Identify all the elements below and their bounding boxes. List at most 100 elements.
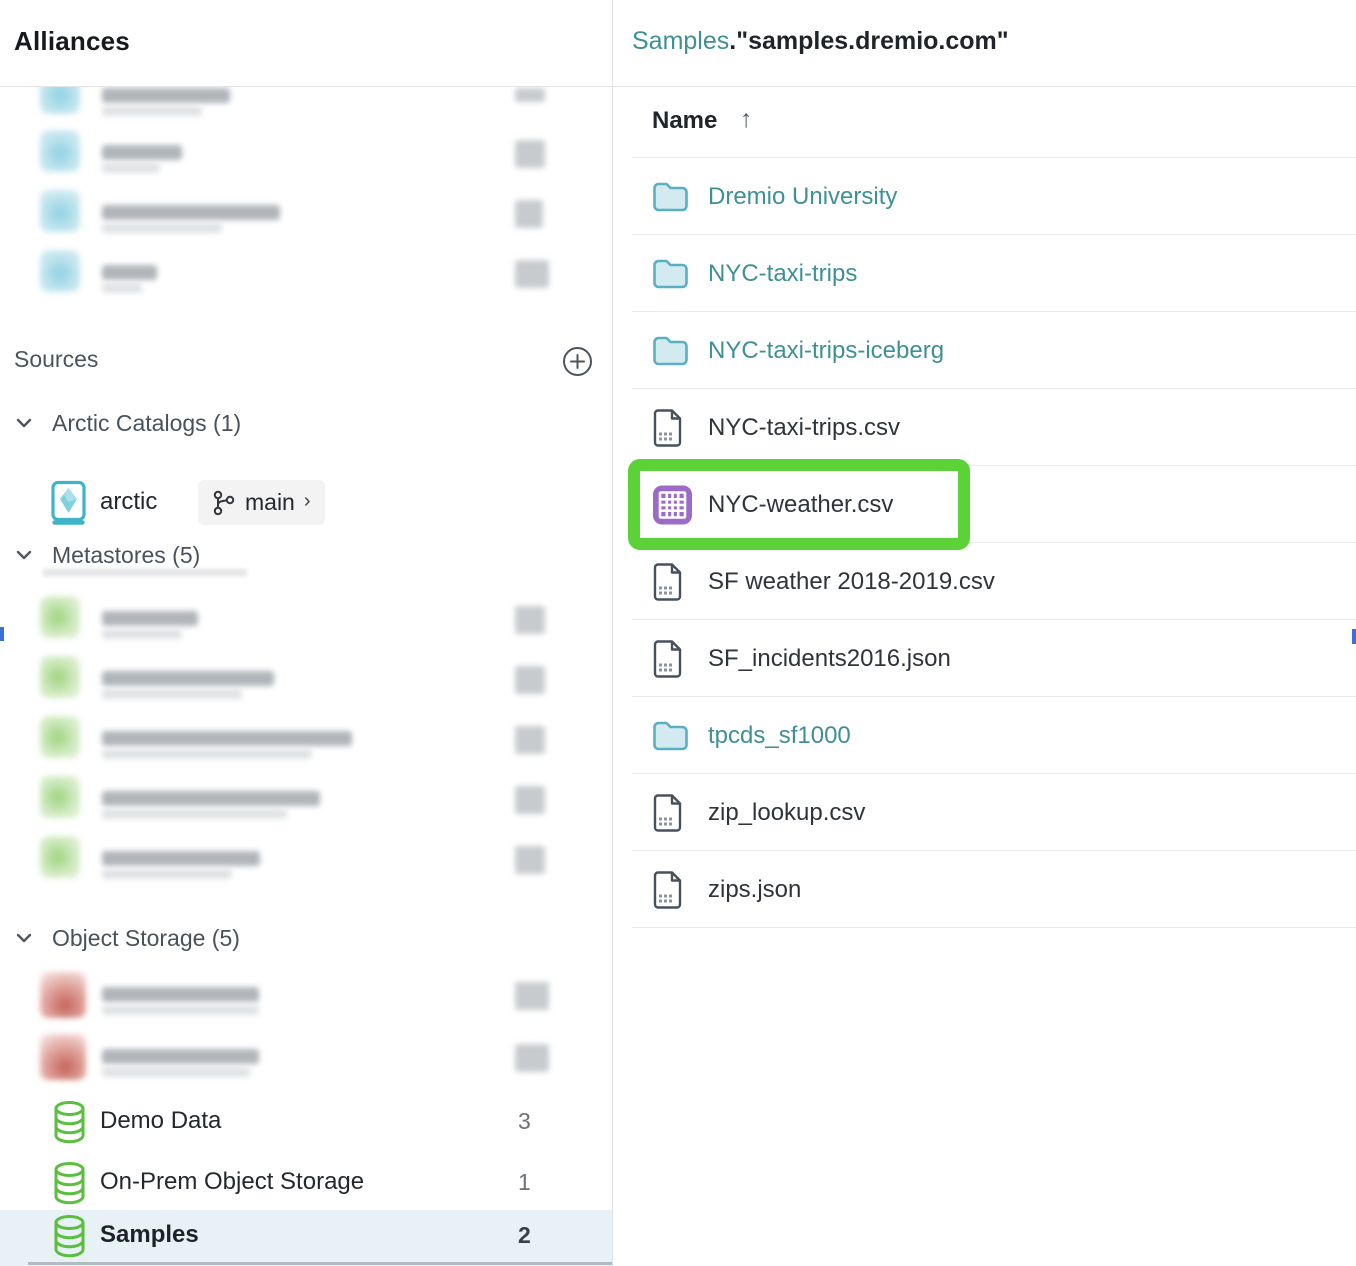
file-icon [653, 793, 682, 832]
redacted-source-subtext [102, 689, 242, 699]
file-row-zip-lookup-csv[interactable]: zip_lookup.csv [613, 774, 1356, 851]
redacted-count [515, 726, 545, 754]
redacted-source-name [102, 611, 198, 626]
database-icon [54, 1101, 85, 1144]
name-column-header[interactable]: Name [652, 107, 718, 134]
database-icon [54, 1215, 85, 1258]
folder-icon [653, 336, 688, 365]
file-row-sf-weather-2018-2019-csv[interactable]: SF weather 2018-2019.csv [613, 543, 1356, 620]
redacted-source-subtext [102, 629, 182, 639]
bottom-edge-line [28, 1262, 612, 1265]
sidebar-divider [612, 0, 613, 1266]
redacted-source-name [102, 987, 259, 1002]
row-label: zip_lookup.csv [708, 798, 866, 826]
source-item-arctic[interactable]: arctic main › [0, 478, 612, 530]
row-divider [632, 773, 1356, 774]
redacted-source-subtext [102, 1067, 250, 1077]
table-icon [652, 484, 693, 525]
source-item-demo-data[interactable]: Demo Data 3 [0, 1096, 612, 1148]
folder-icon [652, 335, 689, 366]
folder-icon [652, 258, 689, 289]
file-icon [652, 562, 683, 601]
redacted-count [515, 606, 545, 634]
redacted-source-name [102, 731, 352, 746]
source-name: arctic [100, 488, 158, 515]
source-name: On-Prem Object Storage [100, 1168, 365, 1195]
row-divider [632, 388, 1356, 389]
sources-heading: Sources [14, 346, 99, 372]
redacted-count [515, 786, 545, 814]
row-label: NYC-taxi-trips.csv [708, 413, 901, 441]
source-item-on-prem-object-storage[interactable]: On-Prem Object Storage 1 [0, 1157, 612, 1209]
sort-ascending-icon[interactable]: ↑ [740, 105, 753, 133]
file-row-nyc-weather-csv[interactable]: NYC-weather.csv [613, 466, 1356, 543]
database-icon [52, 1100, 87, 1145]
main-panel: Samples."samples.dremio.com" Name ↑ Drem… [613, 0, 1356, 1266]
plus-circle-icon [563, 347, 592, 376]
dataset-count: 1 [518, 1169, 531, 1195]
redacted-count [515, 846, 545, 874]
file-icon [652, 870, 683, 909]
source-item-samples[interactable]: Samples 2 [0, 1210, 612, 1266]
row-label: SF_incidents2016.json [708, 644, 951, 672]
folder-icon [653, 259, 688, 288]
folder-row-nyc-taxi-trips-iceberg[interactable]: NYC-taxi-trips-iceberg [613, 312, 1356, 389]
redacted-source-icon [40, 836, 80, 878]
redacted-count [515, 982, 549, 1010]
branch-selector[interactable]: main › [198, 480, 325, 525]
breadcrumb-source-link[interactable]: Samples [632, 27, 730, 55]
breadcrumb-path: ."samples.dremio.com" [729, 27, 1009, 55]
redacted-count [515, 140, 545, 168]
sidebar: Alliances Sources Arctic Catalogs (1) [0, 0, 612, 1266]
row-label: tpcds_sf1000 [708, 721, 851, 749]
row-label: SF weather 2018-2019.csv [708, 567, 995, 595]
section-metastores[interactable]: Metastores (5) [0, 540, 200, 570]
row-divider [632, 927, 1356, 928]
blue-edge-fragment [0, 627, 4, 641]
redacted-count [515, 88, 545, 102]
row-divider [632, 311, 1356, 312]
source-name: Demo Data [100, 1107, 222, 1134]
row-divider [632, 850, 1356, 851]
database-icon [52, 1214, 87, 1259]
redacted-source-name [102, 671, 274, 686]
folder-row-nyc-taxi-trips[interactable]: NYC-taxi-trips [613, 235, 1356, 312]
folder-icon [652, 181, 689, 212]
breadcrumb: Samples."samples.dremio.com" [632, 27, 1009, 56]
arctic-catalog-icon [50, 480, 87, 527]
redacted-source-icon [40, 250, 80, 292]
redacted-source-subtext [102, 283, 142, 293]
chevron-right-icon: › [303, 490, 311, 512]
folder-row-tpcds-sf1000[interactable]: tpcds_sf1000 [613, 697, 1356, 774]
chevron-down-icon [16, 933, 32, 943]
file-row-sf-incidents2016-json[interactable]: SF_incidents2016.json [613, 620, 1356, 697]
redacted-count [515, 200, 543, 228]
redacted-source-icon [40, 776, 80, 818]
redacted-count [515, 260, 549, 288]
folder-row-dremio-university[interactable]: Dremio University [613, 158, 1356, 235]
row-divider [632, 619, 1356, 620]
source-name: Samples [100, 1221, 199, 1248]
redacted-source-name [102, 1049, 259, 1064]
chevron-down-icon [14, 545, 34, 565]
redacted-underline [43, 569, 247, 576]
main-header: Samples."samples.dremio.com" [613, 0, 1356, 87]
redacted-source-icon [40, 190, 80, 232]
section-object-storage[interactable]: Object Storage (5) [0, 923, 240, 953]
file-row-nyc-taxi-trips-csv[interactable]: NYC-taxi-trips.csv [613, 389, 1356, 466]
chevron-down-icon [16, 418, 32, 428]
dataset-count: 3 [518, 1108, 531, 1134]
file-icon [652, 639, 683, 678]
redacted-source-name [102, 88, 230, 103]
section-label: Metastores (5) [52, 541, 201, 568]
row-label: NYC-weather.csv [708, 490, 894, 518]
folder-icon [653, 721, 688, 750]
row-label: NYC-taxi-trips-iceberg [708, 336, 945, 364]
section-arctic-catalogs[interactable]: Arctic Catalogs (1) [0, 408, 241, 438]
file-row-zips-json[interactable]: zips.json [613, 851, 1356, 928]
add-source-button[interactable] [562, 346, 593, 377]
sidebar-header: Alliances [0, 0, 612, 87]
redacted-source-name [102, 851, 260, 866]
database-icon [54, 1162, 85, 1205]
